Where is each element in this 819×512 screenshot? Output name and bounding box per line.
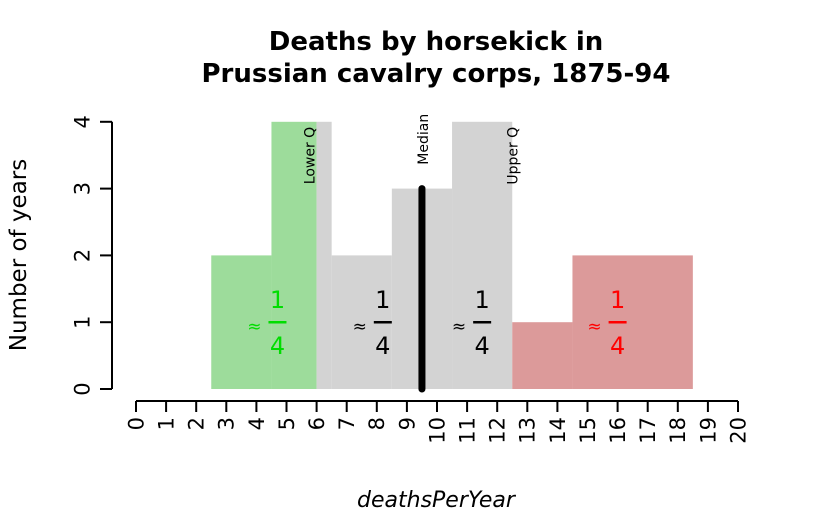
histogram-bar-5 [452,121,513,390]
x-tick-label-10: 10 [425,417,449,444]
x-tick-label-18: 18 [666,417,690,444]
x-axis-label: deathsPerYear [357,488,517,512]
x-tick-label-16: 16 [606,417,630,444]
x-axis: 0 1 2 3 4 5 6 7 8 9 10 11 12 13 14 15 16 17 18 19 20 [124,400,750,444]
histogram-bar-0 [211,255,272,389]
fraction-denominator-2: 4 [475,332,490,360]
fraction-approx-0: ≈ [247,317,261,337]
upper-quartile-label: Upper Q [505,127,521,185]
x-tick-label-12: 12 [486,417,510,444]
x-tick-label-4: 4 [245,417,269,430]
fraction-denominator-1: 4 [375,332,390,360]
fraction-approx-3: ≈ [587,317,601,337]
y-tick-label-4: 4 [70,115,94,128]
x-tick-label-6: 6 [305,417,329,430]
fraction-numerator-2: 1 [475,286,490,314]
y-axis: 0 1 2 3 4 [70,115,113,396]
y-tick-label-2: 2 [70,249,94,262]
x-tick-label-20: 20 [726,417,750,444]
x-tick-label-1: 1 [154,417,178,430]
fraction-numerator-3: 1 [610,286,625,314]
x-tick-label-2: 2 [185,417,209,430]
x-tick-label-5: 5 [275,417,299,430]
y-tick-label-1: 1 [70,316,94,329]
x-tick-label-13: 13 [516,417,540,444]
y-tick-label-0: 0 [70,382,94,395]
fraction-numerator-0: 1 [270,286,285,314]
y-axis-label: Number of years [6,159,32,351]
histogram-bar-7 [572,255,693,389]
x-tick-label-11: 11 [455,417,479,444]
x-tick-label-7: 7 [335,417,359,430]
quartile-annotations: Lower Q Median Upper Q ≈1 4 ≈1 4 ≈1 4 ≈1 4 [247,114,627,393]
x-tick-label-9: 9 [395,417,419,430]
fraction-denominator-3: 4 [610,332,625,360]
histogram-bar-6 [512,322,573,389]
chart-title-line2: Prussian cavalry corps, 1875-94 [202,59,671,89]
median-label: Median [416,114,432,165]
x-tick-label-8: 8 [365,417,389,430]
lower-quartile-label: Lower Q [303,127,319,184]
histogram-bar-1 [271,121,317,390]
x-tick-label-3: 3 [215,417,239,430]
x-tick-label-14: 14 [546,417,570,444]
histogram-bar-2 [316,121,332,390]
y-tick-label-3: 3 [70,182,94,195]
chart-title-line1: Deaths by horsekick in [269,27,604,57]
x-tick-label-19: 19 [696,417,720,444]
fraction-numerator-1: 1 [375,286,390,314]
x-tick-label-17: 17 [636,417,660,444]
x-tick-label-15: 15 [576,417,600,444]
x-tick-label-0: 0 [124,417,148,430]
fraction-denominator-0: 4 [270,332,285,360]
fraction-approx-1: ≈ [353,317,367,337]
fraction-approx-2: ≈ [452,317,466,337]
